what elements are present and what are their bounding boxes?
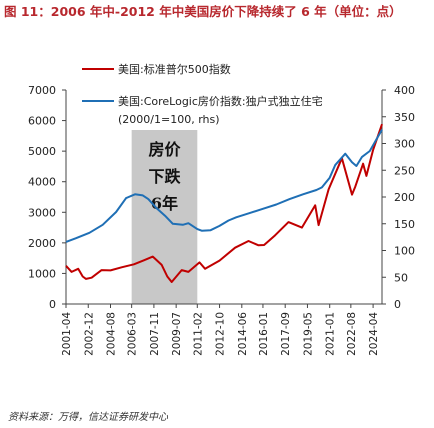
left-axis-tick-label: 4000: [28, 176, 56, 189]
x-axis-tick-label: 2012-10: [215, 312, 227, 356]
figure-source: 资料来源：万得，信达证券研发中心: [8, 412, 168, 423]
right-axis-tick-label: 150: [394, 218, 415, 231]
right-axis-tick-label: 0: [394, 298, 401, 311]
x-axis-tick-label: 2022-08: [346, 312, 358, 356]
shaded-region-label-2: 6年: [151, 194, 178, 213]
shaded-region-label-0: 房价: [148, 140, 181, 159]
right-axis-tick-label: 100: [394, 245, 415, 258]
x-axis-tick-label: 2011-02: [192, 312, 204, 356]
series-line-corelogic: [65, 129, 383, 243]
x-axis-tick-label: 2006-03: [127, 312, 139, 356]
left-axis-tick-label: 5000: [28, 145, 56, 158]
legend-note: (2000/1=100, rhs): [118, 113, 220, 126]
x-axis-tick-label: 2009-07: [171, 312, 183, 356]
x-axis-tick-label: 2024-04: [368, 312, 380, 356]
x-axis-tick-label: 2014-06: [237, 312, 249, 356]
x-axis-tick-label: 2004-08: [106, 312, 118, 356]
x-axis-tick-label: 2021-01: [325, 312, 337, 356]
right-axis-tick-label: 250: [394, 164, 415, 177]
left-axis-tick-label: 3000: [28, 206, 56, 219]
left-axis-tick-label: 7000: [28, 84, 56, 97]
x-axis-tick-label: 2016-01: [258, 312, 270, 356]
right-axis-tick-label: 400: [394, 84, 415, 97]
x-axis-tick-label: 2001-04: [61, 312, 73, 356]
right-axis-tick-label: 50: [394, 271, 408, 284]
series-line-sp500: [65, 123, 383, 283]
legend-label-1: 美国:CoreLogic房价指数:独户式独立住宅: [118, 94, 323, 108]
left-axis-tick-label: 6000: [28, 115, 56, 128]
x-axis-tick-label: 2019-05: [302, 312, 314, 356]
shaded-region-label-1: 下跌: [148, 167, 181, 186]
right-axis-tick-label: 350: [394, 111, 415, 124]
right-axis-tick-label: 200: [394, 191, 415, 204]
x-axis-tick-label: 2002-12: [83, 312, 95, 356]
left-axis-tick-label: 2000: [28, 237, 56, 250]
left-axis-tick-label: 1000: [28, 267, 56, 280]
right-axis-tick-label: 300: [394, 138, 415, 151]
legend-label-0: 美国:标准普尔500指数: [118, 62, 231, 76]
figure-title: 图 11：2006 年中-2012 年中美国房价下降持续了 6 年（单位：点）: [4, 4, 402, 19]
x-axis-tick-label: 2007-11: [149, 312, 161, 356]
x-axis-tick-label: 2017-09: [280, 312, 292, 356]
left-axis-tick-label: 0: [49, 298, 56, 311]
shaded-region: [131, 130, 198, 304]
